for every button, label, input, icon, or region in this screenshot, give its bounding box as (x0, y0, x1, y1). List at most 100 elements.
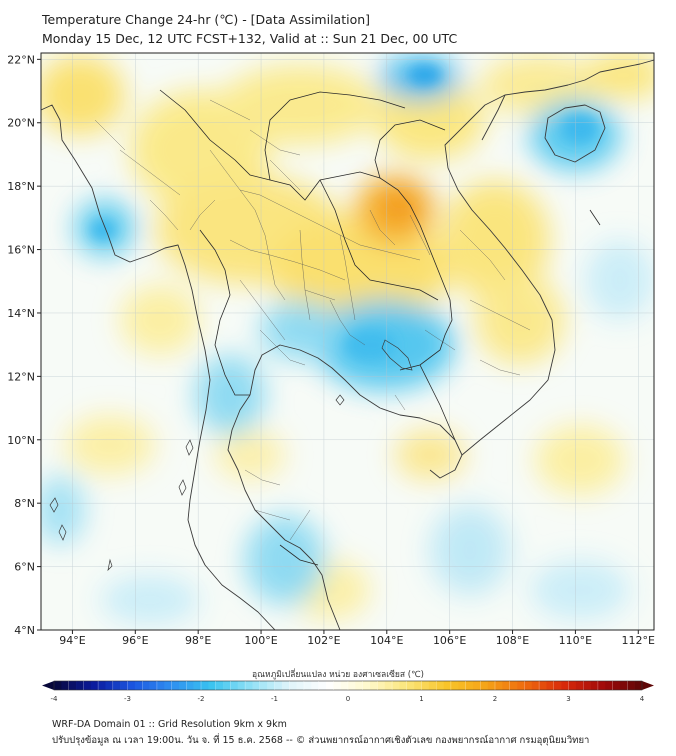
colorbar-segment (296, 681, 305, 690)
colorbar-segment (590, 681, 599, 690)
colorbar-segment (502, 681, 510, 690)
colorbar-segment (362, 681, 371, 690)
colorbar-segment (348, 681, 356, 690)
colorbar-segment (612, 681, 621, 690)
colorbar-segment (340, 681, 349, 690)
graticule (41, 53, 654, 630)
colorbar-segment (61, 681, 69, 690)
colorbar-segment (392, 681, 400, 690)
colorbar-tick-label: 0 (346, 695, 350, 703)
colorbar-segment (333, 681, 341, 690)
colorbar-segment (553, 681, 562, 690)
colorbar-segment (178, 681, 187, 690)
colorbar-tick-label: 4 (640, 695, 645, 703)
colorbar-segment (164, 681, 172, 690)
colorbar-segment (428, 681, 437, 690)
colorbar-max-extend (642, 681, 654, 690)
lat-tick-label: 12°N (7, 370, 35, 383)
colorbar-segment (399, 681, 408, 690)
colorbar-segment (318, 681, 327, 690)
lat-tick-label: 4°N (14, 624, 35, 637)
colorbar-segment (487, 681, 496, 690)
colorbar-segment (193, 681, 202, 690)
colorbar-segment (215, 681, 224, 690)
colorbar-segment (370, 681, 378, 690)
colorbar-segment (605, 681, 613, 690)
lon-tick-label: 112°E (622, 634, 655, 647)
lon-tick-label: 106°E (433, 634, 466, 647)
colorbar-segment (531, 681, 540, 690)
coastlines (41, 59, 654, 630)
colorbar-segment (171, 681, 180, 690)
colorbar-min-extend (42, 681, 54, 690)
lon-tick-label: 110°E (559, 634, 592, 647)
longitude-axis: 94°E 96°E 98°E 100°E 102°E 104°E 106°E 108°E 110… (59, 630, 655, 647)
colorbar-segment (561, 681, 569, 690)
colorbar-segment (303, 681, 312, 690)
province-borders (94, 99, 531, 541)
colorbar-segment (274, 681, 283, 690)
colorbar-segment (105, 681, 114, 690)
colorbar-segment (83, 681, 92, 690)
colorbar-segment (186, 681, 194, 690)
colorbar-segment (201, 681, 209, 690)
colorbar-segment (384, 681, 393, 690)
lat-tick-label: 22°N (7, 53, 35, 66)
colorbar-segment (509, 681, 518, 690)
colorbar-segment (98, 681, 106, 690)
lon-tick-label: 102°E (307, 634, 340, 647)
colorbar-segment (495, 681, 503, 690)
colorbar-segment (90, 681, 99, 690)
colorbar-segment (619, 681, 628, 690)
colorbar-segment (134, 681, 143, 690)
colorbar-segment (252, 681, 261, 690)
colorbar-segment (575, 681, 584, 690)
colorbar-segment (414, 681, 422, 690)
footer-update-info: ปรับปรุงข้อมูล ณ เวลา 19:00น. วัน จ. ที่… (52, 735, 590, 746)
footer-model-info: WRF-DA Domain 01 :: Grid Resolution 9km … (52, 719, 287, 730)
lon-tick-label: 104°E (370, 634, 403, 647)
colorbar-segment (524, 681, 533, 690)
colorbar-segment (68, 681, 77, 690)
colorbar-segment (208, 681, 216, 690)
latitude-axis: 4°N 6°N 8°N 10°N 12°N 14°N 16°N 18°N 20°N 22°N (7, 53, 41, 637)
colorbar-segment (289, 681, 297, 690)
colorbar-ticks: -4 -3 -2 -1 0 1 2 3 4 (51, 695, 645, 703)
colorbar-segment (597, 681, 606, 690)
colorbar-segment (281, 681, 290, 690)
lon-tick-label: 100°E (244, 634, 277, 647)
colorbar-segment (480, 681, 488, 690)
lat-tick-label: 16°N (7, 244, 35, 257)
colorbar (42, 680, 654, 691)
colorbar-segment (450, 681, 459, 690)
colorbar-segment (245, 681, 253, 690)
colorbar-segment (259, 681, 268, 690)
colorbar-segment (627, 681, 635, 690)
colorbar-segment (568, 681, 577, 690)
colorbar-segment (230, 681, 239, 690)
colorbar-segment (465, 681, 474, 690)
lon-tick-label: 108°E (496, 634, 529, 647)
colorbar-tick-label: -4 (51, 695, 59, 703)
colorbar-segment (325, 681, 334, 690)
colorbar-segment (54, 681, 62, 690)
colorbar-segment (311, 681, 319, 690)
colorbar-segment (223, 681, 231, 690)
lat-tick-label: 18°N (7, 180, 35, 193)
chart-title: Temperature Change 24-hr (℃) - [Data Ass… (42, 12, 371, 27)
colorbar-label: อุณหภูมิเปลี่ยนแปลง หน่วย องศาเซลเซียส (… (252, 670, 424, 680)
colorbar-segment (634, 681, 643, 690)
country-borders (159, 89, 601, 566)
map-frame (40, 52, 655, 631)
colorbar-segment (472, 681, 481, 690)
temperature-field (41, 53, 654, 630)
colorbar-segment (377, 681, 386, 690)
colorbar-segment (421, 681, 430, 690)
colorbar-segment (267, 681, 275, 690)
colorbar-segment (583, 681, 591, 690)
lon-tick-label: 98°E (185, 634, 211, 647)
colorbar-tick-label: -1 (271, 695, 278, 703)
colorbar-segment (355, 681, 363, 690)
colorbar-segment (539, 681, 547, 690)
